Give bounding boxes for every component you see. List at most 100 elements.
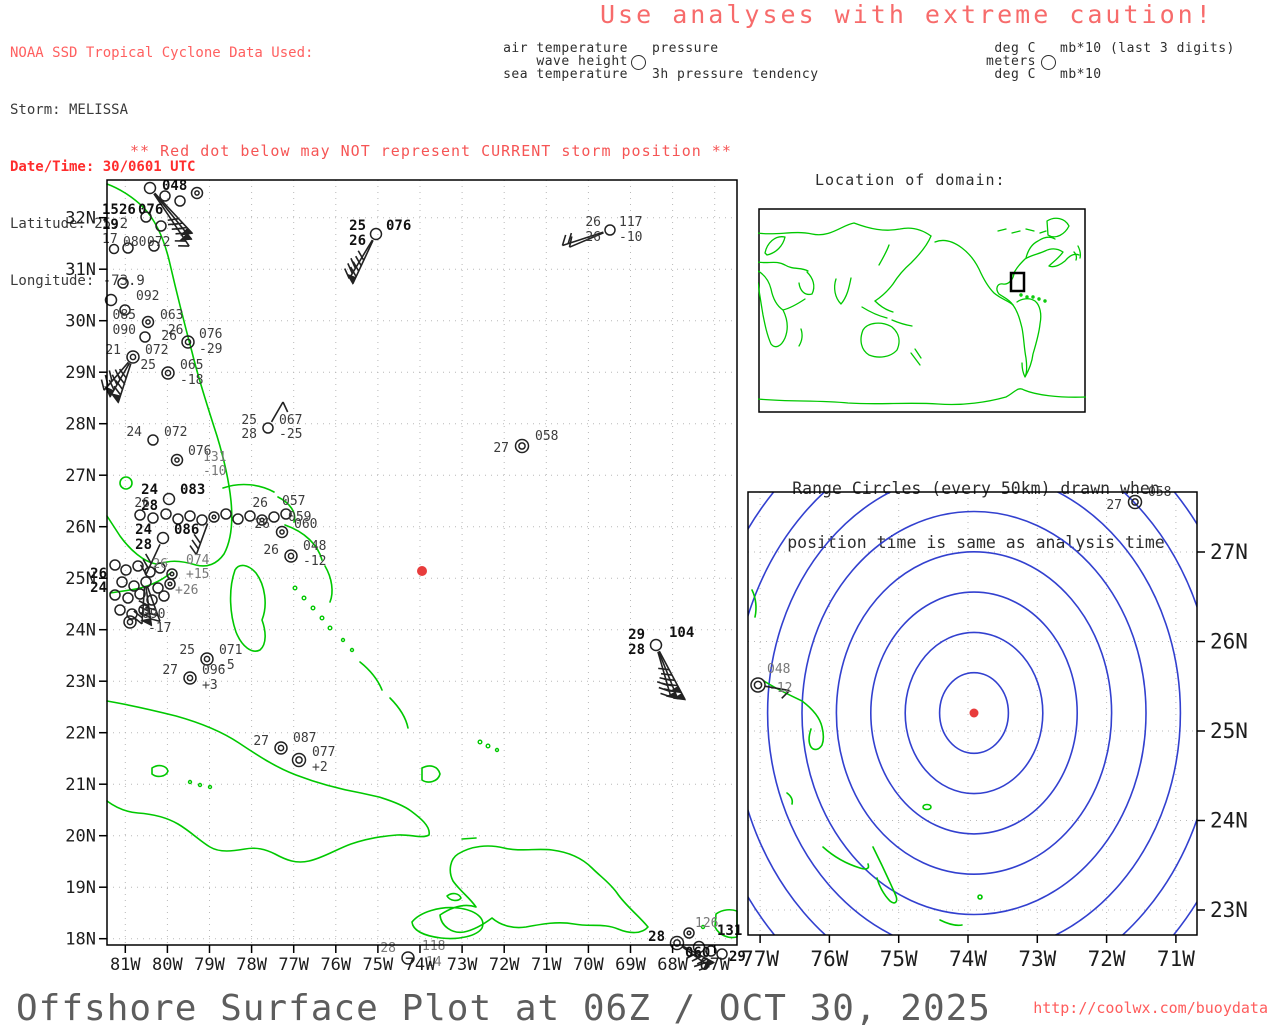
svg-text:76W: 76W <box>320 955 351 975</box>
world-location-inset <box>758 208 1086 413</box>
svg-text:28: 28 <box>628 642 645 658</box>
svg-text:21N: 21N <box>65 775 96 795</box>
svg-text:76W: 76W <box>810 947 848 971</box>
svg-text:26N: 26N <box>1210 630 1248 654</box>
svg-text:25: 25 <box>179 643 195 658</box>
svg-text:+26: +26 <box>175 583 198 598</box>
svg-text:067: 067 <box>279 413 302 428</box>
svg-text:69W: 69W <box>615 955 646 975</box>
hispaniola <box>440 846 648 933</box>
svg-text:057: 057 <box>282 494 305 509</box>
tortuga <box>462 838 476 839</box>
svg-text:28: 28 <box>241 427 257 442</box>
source-url[interactable]: http://coolwx.com/buoydata <box>1033 999 1268 1017</box>
svg-text:-18: -18 <box>180 373 203 388</box>
svg-text:085: 085 <box>113 308 136 323</box>
svg-text:27: 27 <box>162 663 178 678</box>
svg-text:67W: 67W <box>699 955 730 975</box>
svg-text:29: 29 <box>628 627 645 643</box>
legend-unit-mb10: mb*10 <box>1060 67 1102 82</box>
svg-text:+15: +15 <box>186 567 209 582</box>
svg-text:27N: 27N <box>1210 540 1248 564</box>
svg-text:087: 087 <box>293 731 316 746</box>
storm-position-red-dot <box>417 566 427 576</box>
svg-text:26: 26 <box>134 496 150 511</box>
svg-text:048: 048 <box>303 539 326 554</box>
svg-text:118: 118 <box>422 939 445 954</box>
svg-text:077: 077 <box>312 745 335 760</box>
svg-text:73W: 73W <box>447 955 478 975</box>
svg-text:23N: 23N <box>1210 898 1248 922</box>
world-coastlines <box>758 218 1086 404</box>
inset-border <box>759 209 1085 412</box>
station-circle-icon <box>1041 55 1056 70</box>
svg-text:68W: 68W <box>657 955 688 975</box>
lake-okeechobee <box>120 477 132 489</box>
svg-text:083: 083 <box>180 482 205 498</box>
svg-text:71W: 71W <box>531 955 562 975</box>
svg-text:32N: 32N <box>65 209 96 229</box>
range-map-coastlines <box>752 590 982 925</box>
svg-text:-10: -10 <box>203 464 226 479</box>
svg-text:131: 131 <box>717 923 742 939</box>
info-storm-name: Storm: MELISSA <box>10 101 313 120</box>
svg-text:80W: 80W <box>152 955 183 975</box>
svg-text:72W: 72W <box>489 955 520 975</box>
svg-text:072: 072 <box>145 343 168 358</box>
andros-island <box>231 565 266 651</box>
svg-text:074: 074 <box>186 553 210 568</box>
station-circle-icon <box>631 55 646 70</box>
svg-text:73W: 73W <box>1018 947 1056 971</box>
svg-text:26: 26 <box>252 496 268 511</box>
svg-text:071: 071 <box>219 643 242 658</box>
cuba-coast <box>107 701 429 862</box>
svg-text:086: 086 <box>174 522 199 538</box>
svg-text:26: 26 <box>263 543 279 558</box>
svg-text:27: 27 <box>493 441 509 456</box>
cat-island <box>325 566 332 602</box>
svg-text:28: 28 <box>648 929 665 945</box>
legend-pressure-tendency: 3h pressure tendency <box>652 67 819 82</box>
svg-text:076: 076 <box>386 218 411 234</box>
range-map-red-dot <box>970 709 979 718</box>
svg-text:131: 131 <box>203 450 226 465</box>
svg-text:080: 080 <box>123 235 146 250</box>
exuma-cays <box>293 586 353 651</box>
svg-text:22N: 22N <box>65 724 96 744</box>
great-inagua <box>422 766 440 782</box>
svg-text:065: 065 <box>180 358 203 373</box>
jamaica <box>412 908 483 939</box>
svg-text:28: 28 <box>380 941 396 956</box>
svg-text:104: 104 <box>669 625 694 641</box>
svg-text:058: 058 <box>535 429 558 444</box>
svg-text:26: 26 <box>119 202 136 218</box>
svg-text:28: 28 <box>135 537 152 553</box>
svg-text:70W: 70W <box>573 955 604 975</box>
svg-text:-12: -12 <box>769 681 792 696</box>
svg-text:30N: 30N <box>65 312 96 332</box>
svg-text:31N: 31N <box>65 260 96 280</box>
svg-text:19N: 19N <box>65 878 96 898</box>
svg-text:81W: 81W <box>110 955 141 975</box>
legend-pressure: pressure <box>652 41 719 56</box>
svg-text:75W: 75W <box>363 955 394 975</box>
svg-text:27: 27 <box>1106 498 1122 513</box>
svg-text:79W: 79W <box>194 955 225 975</box>
svg-text:75W: 75W <box>880 947 918 971</box>
svg-text:26N: 26N <box>65 518 96 538</box>
svg-text:25N: 25N <box>1210 719 1248 743</box>
svg-text:17: 17 <box>102 232 118 247</box>
range-circles <box>740 450 1280 990</box>
svg-text:-12: -12 <box>303 554 326 569</box>
svg-text:20N: 20N <box>65 827 96 847</box>
svg-text:-17: -17 <box>148 621 171 636</box>
svg-text:29N: 29N <box>65 363 96 383</box>
svg-text:24: 24 <box>135 522 152 538</box>
long-island-bahamas <box>360 662 382 690</box>
svg-text:117: 117 <box>619 215 642 230</box>
svg-text:71W: 71W <box>1157 947 1195 971</box>
svg-text:28N: 28N <box>65 415 96 435</box>
grand-bahama <box>223 485 274 492</box>
